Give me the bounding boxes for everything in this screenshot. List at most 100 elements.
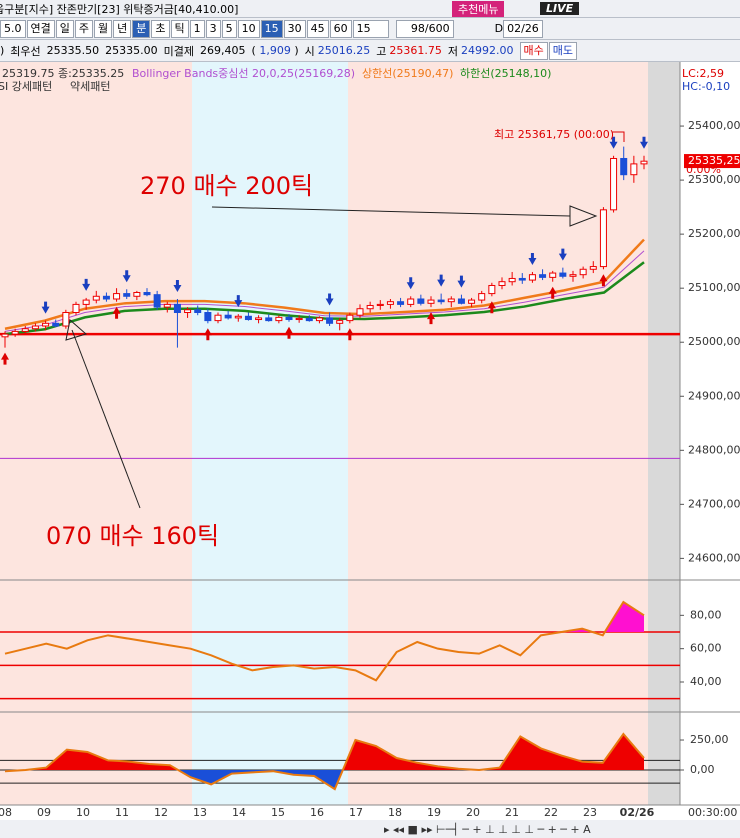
y-tick-label: 25200,00 xyxy=(688,227,740,240)
interval-button[interactable]: 일 xyxy=(55,19,74,38)
y-tick-label: 80,00 xyxy=(690,608,722,621)
hc-label: HC:-0,10 xyxy=(682,80,730,93)
x-tick-label: 11 xyxy=(115,806,129,819)
candle-body xyxy=(447,298,455,303)
interval-button[interactable]: 45 xyxy=(306,19,329,38)
interval-button[interactable]: 월 xyxy=(94,19,113,38)
x-tick-label: 09 xyxy=(37,806,51,819)
x-tick-label: 17 xyxy=(349,806,363,819)
interval-button[interactable]: 60 xyxy=(329,19,352,38)
candle-body xyxy=(397,301,405,305)
overbought-fill xyxy=(5,602,644,632)
axis-bg xyxy=(680,62,740,805)
candle-body xyxy=(549,272,557,278)
candle-body xyxy=(478,293,486,301)
candle-body xyxy=(42,322,50,327)
candle-body xyxy=(356,308,364,316)
top-bar: 옵구분[지수] 잔존만기[23] 위탁증거금[40,410.00] 추천메뉴 L… xyxy=(0,0,740,18)
annotation: 270 매수 200틱 xyxy=(140,172,313,200)
indicator-line xyxy=(4,732,645,791)
low: 24992.00 xyxy=(461,44,514,57)
interval-button[interactable]: 1 xyxy=(189,19,205,38)
sell-signal xyxy=(325,293,334,306)
candle-body xyxy=(589,266,597,270)
annotation-arrow xyxy=(71,329,141,509)
interval-button[interactable]: 틱 xyxy=(170,19,189,38)
buy-button[interactable]: 매수 xyxy=(519,41,548,60)
interval-button[interactable]: 주 xyxy=(74,19,93,38)
change-label: 0.00% xyxy=(686,163,721,176)
session-bg xyxy=(348,62,648,805)
candle-body xyxy=(133,292,141,297)
positive-fill xyxy=(5,734,644,770)
y-tick-label: 25100,00 xyxy=(688,281,740,294)
buy-signal xyxy=(112,306,121,319)
candle-body xyxy=(21,328,29,332)
sell-signal xyxy=(437,274,446,287)
interval-button[interactable]: 10 xyxy=(237,19,260,38)
y-tick-label: 25000,00 xyxy=(688,335,740,348)
y-tick-label: 0,00 xyxy=(690,763,715,776)
indicator-line xyxy=(4,600,645,682)
candle-body xyxy=(599,209,607,268)
scrollbar[interactable] xyxy=(0,820,740,838)
live-button[interactable]: LIVE xyxy=(540,2,580,15)
label: 저 xyxy=(447,44,459,58)
candle-body xyxy=(427,299,435,304)
candle-body xyxy=(437,299,445,303)
y-tick-label: 24900,00 xyxy=(688,389,740,402)
interval-button[interactable]: 5.0 xyxy=(0,19,26,38)
candle-body xyxy=(82,299,90,305)
candle-body xyxy=(285,316,293,321)
candle-body xyxy=(346,314,354,322)
sell-signal xyxy=(609,136,618,149)
count[interactable]: 98/600 xyxy=(395,19,454,38)
band-line xyxy=(4,238,645,330)
y-tick-label: 24800,00 xyxy=(688,443,740,456)
high: 25361.75 xyxy=(389,44,442,57)
candle-body xyxy=(234,315,242,319)
candle-body xyxy=(295,317,303,321)
session-bg xyxy=(192,62,348,805)
legend-last: 25319.75 종:25335.25 xyxy=(2,67,124,80)
interval-button[interactable]: 년 xyxy=(113,19,132,38)
lc-label: LC:2,59 xyxy=(682,67,724,80)
interval-button[interactable]: 5 xyxy=(221,19,237,38)
session-bg xyxy=(648,62,680,805)
interval-button[interactable]: 30 xyxy=(283,19,306,38)
x-tick-label: 12 xyxy=(154,806,168,819)
legend-bb: Bollinger Bands중심선 20,0,25(25169,28) xyxy=(132,67,355,80)
y-tick-label: 60,00 xyxy=(690,642,722,655)
x-tick-label: 18 xyxy=(388,806,402,819)
y-tick-label: 24600,00 xyxy=(688,551,740,564)
candle-body xyxy=(315,317,323,322)
sell-button[interactable]: 매도 xyxy=(548,41,578,60)
x-tick-label: 22 xyxy=(544,806,558,819)
candle-body xyxy=(244,315,252,321)
candle-body xyxy=(163,303,171,308)
candle-body xyxy=(468,299,476,304)
date[interactable]: 02/26 xyxy=(503,19,543,38)
interval-button[interactable]: 연결 xyxy=(26,19,55,38)
sell-signal xyxy=(406,277,415,290)
buy-signal xyxy=(345,328,354,341)
y-tick-label: 25300,00 xyxy=(688,173,740,186)
candle-body xyxy=(559,272,567,277)
candle-body xyxy=(102,295,110,300)
annotation: 070 매수 160틱 xyxy=(46,522,219,550)
y-tick-label: 250,00 xyxy=(690,733,729,746)
interval-button[interactable]: 3 xyxy=(205,19,221,38)
candle-body xyxy=(518,277,526,281)
period-select[interactable]: 15 xyxy=(352,19,389,38)
interval-button[interactable]: 초 xyxy=(151,19,170,38)
interval-button[interactable]: 15 xyxy=(260,19,283,38)
candle-body xyxy=(488,284,496,295)
annotation-arrow xyxy=(211,206,571,217)
scroll-controls[interactable]: ▸ ◂◂ ■ ▸▸ ⊢─┤ ─ + ⊥ ⊥ ⊥ ⊥ ─ + ─ + A xyxy=(384,822,591,836)
label: 미결제 xyxy=(163,44,195,58)
menu-button[interactable]: 추천메뉴 xyxy=(452,0,505,17)
interval-button[interactable]: 분 xyxy=(132,19,151,38)
quote-bar: ) 최우선 25335.50 25335.00 미결제 269,405 ( 1,… xyxy=(0,40,740,62)
